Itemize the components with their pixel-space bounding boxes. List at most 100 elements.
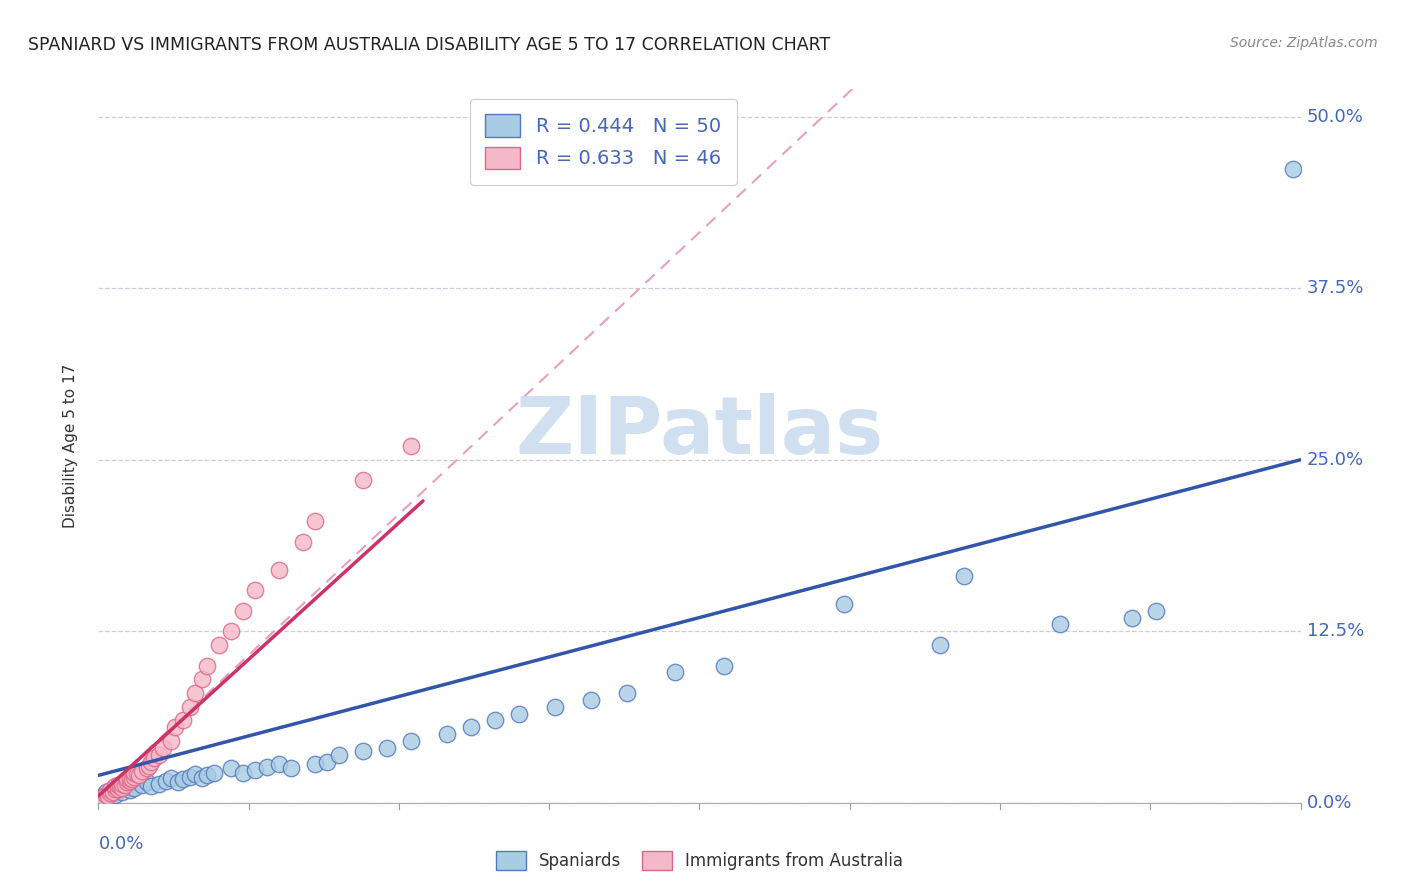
Point <box>107 782 129 797</box>
Point <box>280 762 302 776</box>
Point <box>616 686 638 700</box>
Point <box>484 714 506 728</box>
Point <box>124 780 146 795</box>
Point <box>232 604 254 618</box>
Point <box>179 699 201 714</box>
Text: ZIPatlas: ZIPatlas <box>516 392 883 471</box>
Point <box>107 782 129 797</box>
Point <box>141 780 163 794</box>
Point <box>107 778 129 792</box>
Point <box>117 775 139 789</box>
Point <box>131 764 153 779</box>
Point <box>121 772 143 787</box>
Text: 0.0%: 0.0% <box>1306 794 1353 812</box>
Text: Source: ZipAtlas.com: Source: ZipAtlas.com <box>1230 36 1378 50</box>
Point <box>1144 604 1167 618</box>
Point <box>1049 617 1071 632</box>
Point <box>219 624 242 639</box>
Point <box>114 778 136 792</box>
Point <box>117 780 139 794</box>
Point <box>165 720 187 734</box>
Point <box>91 789 114 803</box>
Point <box>544 699 567 714</box>
Text: 37.5%: 37.5% <box>1306 279 1364 297</box>
Point <box>832 597 855 611</box>
Point <box>148 776 170 790</box>
Point <box>315 755 337 769</box>
Point <box>131 778 153 792</box>
Point <box>172 714 194 728</box>
Text: SPANIARD VS IMMIGRANTS FROM AUSTRALIA DISABILITY AGE 5 TO 17 CORRELATION CHART: SPANIARD VS IMMIGRANTS FROM AUSTRALIA DI… <box>28 36 831 54</box>
Point <box>179 770 201 784</box>
Point <box>108 780 131 794</box>
Point <box>460 720 482 734</box>
Point <box>352 744 374 758</box>
Point <box>159 771 181 785</box>
Point <box>508 706 530 721</box>
Point <box>152 740 174 755</box>
Point <box>172 772 194 787</box>
Point <box>100 790 122 805</box>
Y-axis label: Disability Age 5 to 17: Disability Age 5 to 17 <box>63 364 77 528</box>
Point <box>125 767 148 781</box>
Point <box>1121 610 1143 624</box>
Point <box>124 770 146 784</box>
Point <box>101 785 124 799</box>
Text: 0.0%: 0.0% <box>98 835 143 853</box>
Point <box>94 788 117 802</box>
Point <box>142 750 165 764</box>
Point <box>581 693 603 707</box>
Text: 12.5%: 12.5% <box>1306 623 1364 640</box>
Point <box>159 734 181 748</box>
Point <box>291 535 314 549</box>
Point <box>953 569 976 583</box>
Point <box>138 758 160 772</box>
Point <box>243 583 266 598</box>
Point <box>328 747 350 762</box>
Point <box>195 658 218 673</box>
Point <box>208 638 231 652</box>
Point <box>436 727 458 741</box>
Point <box>104 780 127 794</box>
Point <box>304 515 326 529</box>
Point <box>256 760 278 774</box>
Point <box>118 773 141 788</box>
Point <box>97 789 120 803</box>
Legend: Spaniards, Immigrants from Australia: Spaniards, Immigrants from Australia <box>489 844 910 877</box>
Point <box>304 757 326 772</box>
Point <box>664 665 686 680</box>
Point <box>100 783 122 797</box>
Point <box>111 785 134 799</box>
Point <box>111 776 134 790</box>
Point <box>91 790 114 805</box>
Point <box>267 757 290 772</box>
Point <box>135 775 157 789</box>
Point <box>191 771 214 785</box>
Point <box>104 782 127 797</box>
Point <box>375 740 398 755</box>
Point <box>128 768 150 782</box>
Point <box>135 762 157 776</box>
Point <box>195 768 218 782</box>
Point <box>117 772 139 787</box>
Point <box>1282 161 1305 176</box>
Point <box>94 785 117 799</box>
Point <box>141 755 163 769</box>
Point <box>183 767 205 781</box>
Point <box>118 783 141 797</box>
Point <box>104 788 127 802</box>
Point <box>219 762 242 776</box>
Text: 25.0%: 25.0% <box>1306 450 1364 468</box>
Point <box>399 734 422 748</box>
Point <box>191 673 214 687</box>
Point <box>183 686 205 700</box>
Point <box>267 562 290 576</box>
Point <box>399 439 422 453</box>
Point <box>243 763 266 777</box>
Text: 50.0%: 50.0% <box>1306 108 1364 126</box>
Point <box>232 765 254 780</box>
Point <box>352 473 374 487</box>
Point <box>928 638 950 652</box>
Point <box>111 780 134 795</box>
Point <box>124 765 146 780</box>
